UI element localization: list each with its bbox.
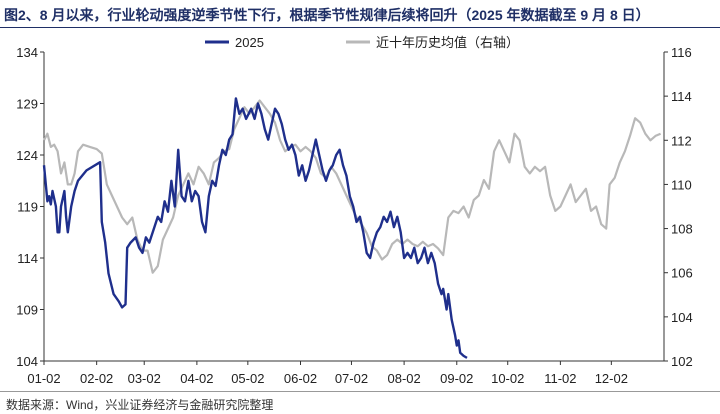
bottom-rule — [0, 391, 720, 392]
y-left-tick-label: 114 — [17, 251, 38, 266]
series-line-2025 — [42, 97, 468, 359]
title-rule — [0, 27, 720, 28]
y-right-tick-label: 114 — [671, 89, 692, 104]
x-tick-label: 05-02 — [231, 371, 264, 386]
x-tick-label: 02-02 — [80, 371, 113, 386]
series-line-historical-avg — [43, 99, 662, 274]
x-tick-label: 10-02 — [491, 371, 524, 386]
x-tick-label: 07-02 — [335, 371, 368, 386]
chart-lines — [42, 97, 662, 359]
y-right-tick-label: 112 — [671, 133, 692, 148]
y-left-tick-label: 104 — [16, 354, 38, 369]
y-left-tick-label: 119 — [17, 200, 38, 215]
y-right-tick-label: 110 — [671, 177, 692, 192]
chart-svg: 104 109 114 119 124 129 134 102 104 106 108 110 112 1… — [16, 35, 692, 386]
y-left-tick-label: 124 — [16, 148, 38, 163]
x-tick-label: 12-02 — [595, 371, 628, 386]
x-tick-label: 01-02 — [27, 371, 60, 386]
y-right-tick-label: 102 — [671, 354, 693, 369]
y-right-tick-label: 108 — [671, 222, 693, 237]
x-tick-label: 03-02 — [128, 371, 161, 386]
x-tick-label: 08-02 — [387, 371, 420, 386]
y-left-tick-label: 134 — [16, 45, 38, 60]
x-tick-label: 11-02 — [544, 371, 576, 386]
chart-axes: 104 109 114 119 124 129 134 102 104 106 108 110 112 1… — [16, 45, 692, 386]
y-left-tick-label: 109 — [16, 303, 38, 318]
x-tick-label: 04-02 — [180, 371, 213, 386]
y-left-tick-label: 129 — [16, 97, 38, 112]
y-right-tick-label: 116 — [671, 45, 692, 60]
y-right-tick-label: 104 — [671, 310, 693, 325]
y-right-tick-label: 106 — [671, 266, 693, 281]
x-tick-label: 09-02 — [440, 371, 473, 386]
legend-label: 2025 — [235, 35, 264, 50]
figure-title: 图2、8 月以来，行业轮动强度逆季节性下行，根据季节性规律后续将回升（2025 … — [4, 7, 650, 23]
chart-legend: 2025 近十年历史均值（右轴） — [205, 35, 519, 50]
x-tick-label: 06-02 — [284, 371, 317, 386]
source-note: 数据来源：Wind，兴业证券经济与金融研究院整理 — [6, 398, 274, 412]
legend-label: 近十年历史均值（右轴） — [376, 35, 519, 50]
